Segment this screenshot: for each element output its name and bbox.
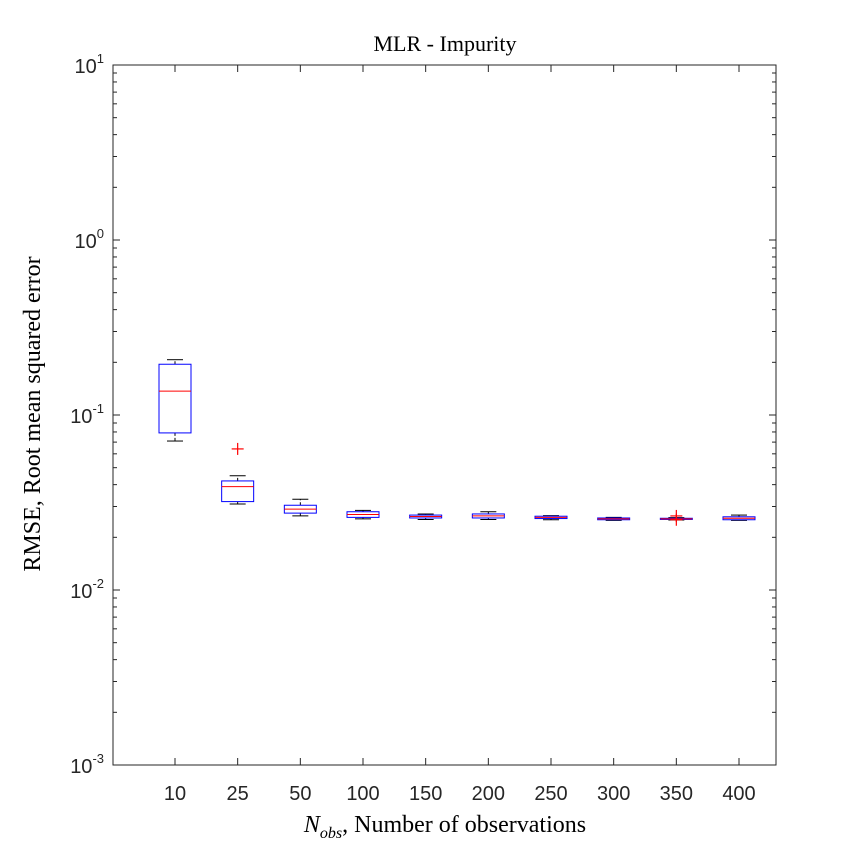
box-group-400 [722,514,756,521]
x-tick-label: 25 [227,783,249,805]
x-tick-label: 50 [289,783,311,805]
y-tick-label: 10-3 [70,751,104,778]
y-tick-base: 10 [75,56,97,78]
x-tick-label: 400 [722,783,755,805]
box [158,363,192,434]
box-group-300 [597,516,631,521]
x-axis-label-symbol: N [303,812,322,838]
y-axis-label: RMSE, Root mean squared error [20,256,46,571]
box-group-200 [471,511,505,520]
y-tick-exponent: -2 [92,576,104,591]
box-group-100 [346,509,380,520]
x-tick-label: 200 [472,783,505,805]
x-axis-label-subscript: obs [320,825,342,842]
y-tick-label: 10-1 [70,401,104,428]
y-tick-base: 10 [70,581,92,603]
box-group-150 [409,513,443,520]
y-tick-exponent: -1 [92,401,104,416]
x-tick-label: 300 [597,783,630,805]
box [221,480,255,503]
chart-title: MLR - Impurity [374,31,517,56]
y-tick-exponent: 0 [97,226,104,241]
box-group-50 [283,498,317,517]
x-tick-label: 100 [346,783,379,805]
y-tick-exponent: -3 [92,751,104,766]
y-tick-label: 10-2 [70,576,104,603]
x-tick-label: 250 [534,783,567,805]
y-tick-label: 101 [75,51,104,78]
x-tick-label: 150 [409,783,442,805]
y-tick-base: 10 [70,406,92,428]
x-axis-label-text: , Number of observations [342,812,586,838]
x-axis-label: Nobs, Number of observations [303,812,586,842]
y-tick-base: 10 [75,231,97,253]
y-tick-label: 100 [75,226,104,253]
box-group-250 [534,515,568,521]
y-tick-exponent: 1 [97,51,104,66]
x-tick-label: 10 [164,783,186,805]
y-tick-base: 10 [70,756,92,778]
x-tick-label: 350 [660,783,693,805]
box-group-25 [221,442,255,505]
box-group-10 [158,359,192,442]
box-group-350 [659,509,693,526]
